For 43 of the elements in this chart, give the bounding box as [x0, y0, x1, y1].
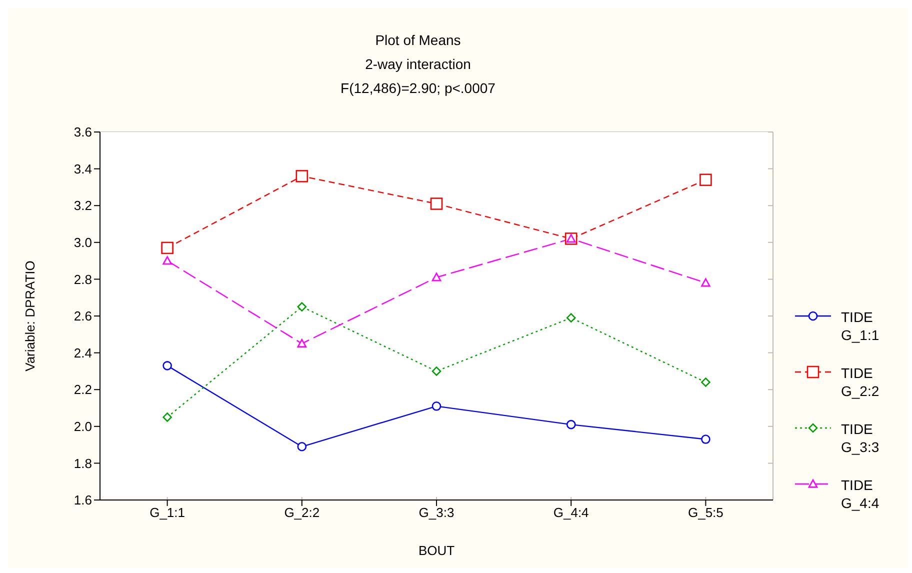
point	[701, 278, 710, 287]
point	[701, 378, 710, 387]
point	[297, 442, 307, 452]
point	[297, 302, 307, 312]
point	[432, 366, 442, 376]
y-tick-label: 2.8	[74, 272, 92, 287]
x-axis-title: BOUT	[418, 543, 455, 558]
x-tick-label: G_4:4	[553, 505, 589, 520]
x-tick-label: G_1:1	[150, 505, 186, 520]
point	[700, 174, 712, 186]
y-axis-title: Variable: DPRATIO	[22, 260, 38, 372]
point	[296, 170, 308, 182]
point	[162, 412, 172, 422]
y-tick-label: 3.2	[74, 198, 92, 214]
point	[161, 242, 174, 254]
point	[701, 434, 710, 444]
text: F(12,486)=2.90; p<.0007	[340, 79, 496, 98]
point	[430, 198, 443, 210]
y-tick-label: 3.0	[74, 235, 92, 250]
point	[432, 272, 442, 282]
y-tick-label: 2.4	[74, 345, 92, 360]
y-tick-label: 2.6	[74, 308, 92, 324]
y-tick-label: 2.0	[74, 419, 92, 434]
legend-label: TIDE G_4:4	[841, 476, 880, 512]
y-tick-label: 1.6	[74, 492, 92, 508]
y-tick-label: 3.6	[74, 124, 92, 140]
y-tick-label: 2.2	[74, 382, 92, 398]
point	[432, 402, 442, 411]
legend-label: TIDE G_1:1	[841, 308, 880, 344]
legend-label: TIDE G_2:2	[841, 364, 880, 400]
chart-subtitle: 2-way interaction	[364, 55, 472, 74]
x-tick-label: G_2:2	[284, 505, 320, 520]
x-tick-label: G_3:3	[418, 505, 454, 520]
legend-label: TIDE G_3:3	[841, 420, 880, 456]
point	[566, 313, 576, 322]
chart-title: Plot of Means	[374, 31, 462, 50]
x-tick-label: G_5:5	[688, 505, 724, 520]
point	[162, 361, 172, 370]
point	[566, 420, 576, 430]
y-tick-label: 3.4	[74, 161, 92, 176]
point	[162, 256, 172, 265]
y-tick-label: 1.8	[74, 456, 92, 471]
point	[297, 338, 307, 348]
